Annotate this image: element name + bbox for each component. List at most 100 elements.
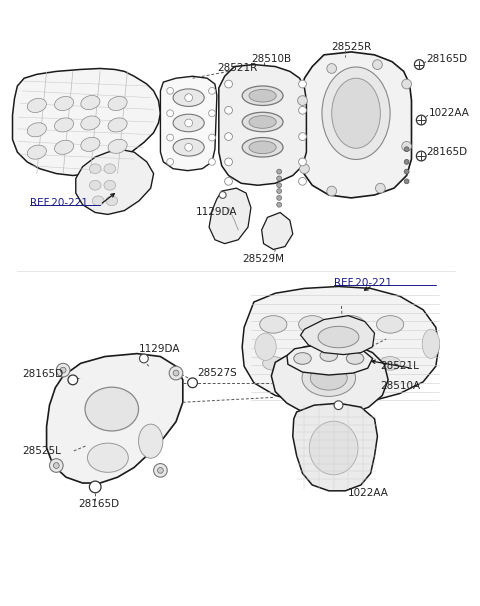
- Circle shape: [225, 107, 232, 114]
- Circle shape: [276, 176, 282, 181]
- Polygon shape: [262, 213, 293, 250]
- Circle shape: [209, 87, 216, 95]
- Ellipse shape: [249, 141, 276, 154]
- Circle shape: [140, 354, 148, 363]
- Text: 1022AA: 1022AA: [348, 488, 389, 498]
- Text: 28525L: 28525L: [22, 446, 61, 456]
- Circle shape: [225, 80, 232, 88]
- Polygon shape: [300, 316, 374, 355]
- Polygon shape: [47, 354, 183, 483]
- Circle shape: [372, 60, 382, 70]
- Circle shape: [185, 94, 192, 102]
- Circle shape: [402, 141, 411, 151]
- Circle shape: [225, 133, 232, 141]
- Ellipse shape: [81, 116, 100, 130]
- Circle shape: [209, 110, 216, 116]
- Ellipse shape: [139, 424, 163, 458]
- Ellipse shape: [255, 333, 276, 361]
- Ellipse shape: [322, 67, 390, 159]
- Circle shape: [219, 191, 226, 198]
- Circle shape: [416, 151, 426, 161]
- Ellipse shape: [318, 327, 359, 348]
- Circle shape: [60, 367, 66, 373]
- Text: 28165D: 28165D: [426, 147, 467, 157]
- Ellipse shape: [55, 96, 73, 110]
- Circle shape: [225, 178, 232, 185]
- Ellipse shape: [104, 181, 116, 190]
- Circle shape: [56, 364, 70, 377]
- Ellipse shape: [92, 196, 104, 205]
- Circle shape: [167, 159, 174, 165]
- Circle shape: [53, 462, 59, 468]
- Polygon shape: [242, 287, 439, 405]
- Ellipse shape: [302, 359, 356, 396]
- Circle shape: [68, 375, 78, 385]
- Text: 1129DA: 1129DA: [139, 344, 180, 354]
- Ellipse shape: [320, 350, 337, 361]
- Circle shape: [276, 188, 282, 193]
- Ellipse shape: [309, 421, 358, 474]
- Circle shape: [209, 134, 216, 141]
- Circle shape: [375, 183, 385, 193]
- Ellipse shape: [87, 443, 128, 472]
- Circle shape: [157, 467, 163, 473]
- Circle shape: [334, 401, 343, 410]
- Text: 28510B: 28510B: [251, 54, 291, 64]
- Ellipse shape: [89, 181, 101, 190]
- Ellipse shape: [263, 356, 284, 370]
- Circle shape: [299, 158, 306, 166]
- Text: 28521L: 28521L: [380, 361, 419, 371]
- Ellipse shape: [104, 164, 116, 173]
- Circle shape: [276, 183, 282, 188]
- Ellipse shape: [242, 112, 283, 132]
- Ellipse shape: [324, 381, 363, 395]
- Polygon shape: [76, 149, 154, 215]
- Circle shape: [299, 133, 306, 141]
- Circle shape: [276, 196, 282, 201]
- Ellipse shape: [81, 96, 100, 110]
- Ellipse shape: [376, 316, 404, 333]
- Ellipse shape: [173, 114, 204, 132]
- Ellipse shape: [379, 356, 401, 370]
- Text: 28510A: 28510A: [380, 381, 420, 391]
- Ellipse shape: [337, 316, 365, 333]
- Circle shape: [173, 370, 179, 376]
- Circle shape: [185, 144, 192, 151]
- Ellipse shape: [422, 329, 440, 359]
- Circle shape: [169, 366, 183, 380]
- Circle shape: [327, 64, 336, 73]
- Text: 28529M: 28529M: [242, 254, 285, 264]
- Polygon shape: [219, 65, 306, 185]
- Text: 1022AA: 1022AA: [429, 108, 470, 118]
- Ellipse shape: [310, 366, 347, 390]
- Text: 28521R: 28521R: [217, 64, 257, 73]
- Ellipse shape: [81, 138, 100, 152]
- Ellipse shape: [108, 96, 127, 110]
- Polygon shape: [209, 188, 251, 244]
- Ellipse shape: [85, 387, 139, 431]
- Circle shape: [299, 178, 306, 185]
- Text: 28527S: 28527S: [197, 368, 237, 378]
- Polygon shape: [300, 52, 411, 198]
- Text: REF.20-221: REF.20-221: [30, 198, 88, 208]
- Circle shape: [298, 96, 307, 105]
- Ellipse shape: [346, 353, 364, 364]
- Text: 28165D: 28165D: [79, 499, 120, 510]
- Ellipse shape: [294, 353, 311, 364]
- Circle shape: [402, 79, 411, 89]
- Ellipse shape: [27, 145, 47, 159]
- Circle shape: [167, 87, 174, 95]
- Ellipse shape: [301, 356, 323, 370]
- Circle shape: [188, 378, 197, 388]
- Circle shape: [167, 134, 174, 141]
- Circle shape: [299, 107, 306, 114]
- Circle shape: [404, 147, 409, 152]
- Circle shape: [167, 110, 174, 116]
- Text: 1129DA: 1129DA: [195, 207, 237, 218]
- Ellipse shape: [106, 196, 118, 205]
- Ellipse shape: [27, 123, 47, 137]
- Ellipse shape: [332, 78, 380, 148]
- Ellipse shape: [242, 138, 283, 157]
- Ellipse shape: [249, 116, 276, 128]
- Polygon shape: [287, 343, 372, 375]
